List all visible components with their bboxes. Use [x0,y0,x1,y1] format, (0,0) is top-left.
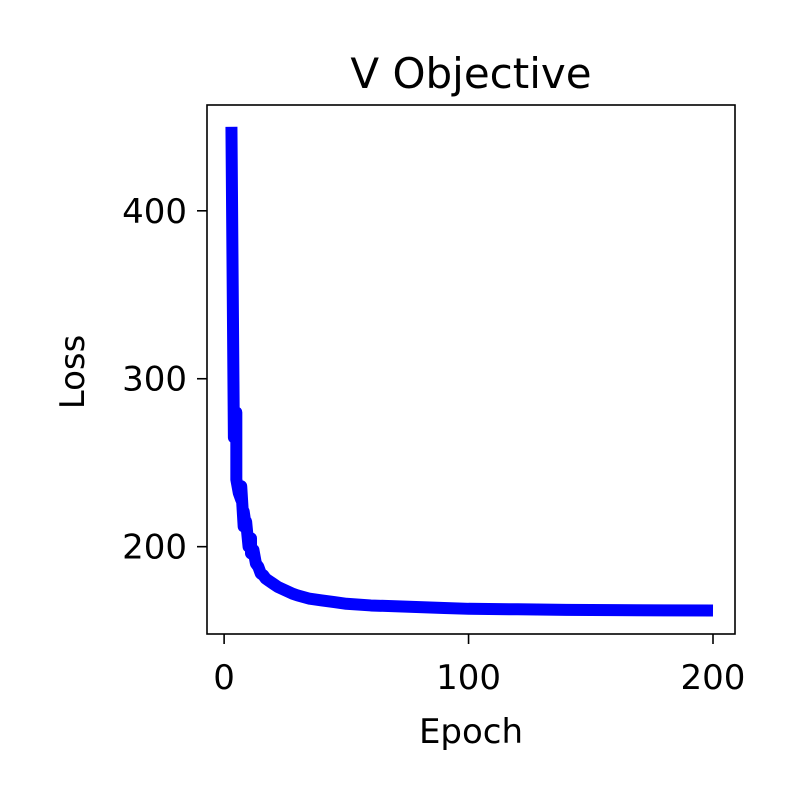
x-tick-label: 100 [436,658,501,698]
x-axis-label: Epoch [419,712,523,752]
plot-frame [206,104,736,635]
x-tick-label: 200 [681,658,746,698]
y-axis-label: Loss [53,335,93,410]
chart-title: V Objective [350,49,591,98]
x-tick-label: 0 [213,658,235,698]
y-tick-label: 200 [122,528,187,568]
y-axis-ticks: 200 300 400 [122,192,207,568]
series-layer [225,126,714,617]
y-tick-label: 300 [122,360,187,400]
plot-area [207,105,735,634]
series-line-1 [225,126,714,617]
x-axis-ticks: 0 100 200 [213,634,745,698]
y-tick-label: 400 [122,192,187,232]
